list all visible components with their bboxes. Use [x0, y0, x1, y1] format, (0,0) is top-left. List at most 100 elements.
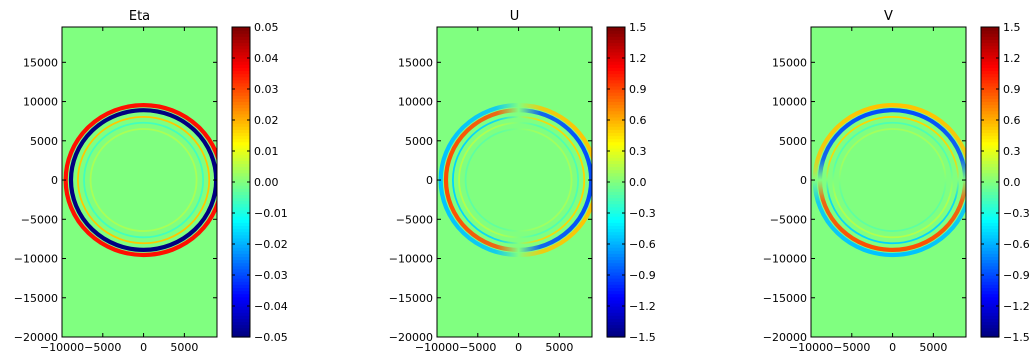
colorbar-band: [232, 216, 250, 220]
colorbar-band: [232, 296, 250, 301]
colorbar-band: [607, 281, 625, 285]
colorbar-band: [607, 144, 625, 149]
colorbar-band: [607, 48, 625, 53]
colorbar-tick-label: 0.0: [629, 176, 647, 189]
colorbar-band: [981, 182, 999, 186]
colorbar-band: [232, 293, 250, 298]
colorbar-band: [607, 92, 625, 96]
colorbar-band: [232, 278, 250, 282]
colorbar-band: [607, 76, 625, 81]
colorbar-band: [607, 116, 625, 121]
colorbar-band: [981, 240, 999, 245]
colorbar-band: [981, 296, 999, 301]
colorbar-band: [981, 39, 999, 44]
colorbar-band: [607, 321, 625, 326]
colorbar-tick-label: 0.02: [254, 114, 279, 127]
colorbar-band: [232, 151, 250, 155]
colorbar-tick-label: 0.01: [254, 145, 279, 158]
colorbar-band: [981, 151, 999, 155]
x-tick-label: −10000: [789, 341, 833, 354]
colorbar-band: [607, 36, 625, 40]
colorbar-band: [981, 197, 999, 202]
colorbar-band: [981, 141, 999, 146]
colorbar-band: [232, 175, 250, 180]
y-tick-label: 5000: [405, 135, 433, 148]
colorbar-band: [232, 135, 250, 140]
colorbar-band: [981, 290, 999, 295]
colorbar-band: [232, 116, 250, 121]
colorbar-band: [981, 327, 999, 332]
heatmap-background: [437, 27, 592, 337]
colorbar-band: [981, 321, 999, 326]
colorbar-tick-label: 0.04: [254, 52, 279, 65]
colorbar-band: [981, 318, 999, 323]
colorbar-band: [232, 120, 250, 124]
colorbar-band: [981, 281, 999, 285]
y-tick-label: −20000: [14, 331, 58, 344]
colorbar-tick-label: 0.05: [254, 21, 279, 34]
colorbar-band: [232, 281, 250, 285]
colorbar-band: [981, 222, 999, 226]
y-tick-label: 15000: [772, 56, 807, 69]
colorbar-band: [607, 132, 625, 137]
colorbar-band: [232, 67, 250, 71]
colorbar-band: [607, 129, 625, 133]
colorbar-band: [981, 330, 999, 335]
colorbar-band: [232, 169, 250, 174]
colorbar-band: [232, 268, 250, 273]
colorbar-band: [981, 132, 999, 137]
colorbar-band: [232, 98, 250, 102]
colorbar-band: [981, 234, 999, 239]
colorbar-band: [232, 231, 250, 236]
colorbar-band: [232, 33, 250, 37]
x-tick-label: 5000: [545, 341, 573, 354]
colorbar-band: [232, 42, 250, 47]
colorbar-band: [981, 200, 999, 205]
colorbar-band: [232, 70, 250, 75]
colorbar-band: [232, 256, 250, 261]
colorbar-band: [607, 135, 625, 140]
colorbar-band: [981, 61, 999, 65]
colorbar-tick-label: −0.3: [629, 207, 656, 220]
y-tick-label: −10000: [763, 253, 807, 266]
x-tick-label: −5000: [459, 341, 496, 354]
colorbar-band: [607, 45, 625, 50]
colorbar-band: [607, 73, 625, 78]
colorbar-band: [607, 216, 625, 220]
colorbar-band: [607, 209, 625, 214]
wave-ring: [452, 115, 586, 245]
colorbar-band: [607, 225, 625, 230]
colorbar-band: [607, 315, 625, 319]
colorbar-band: [981, 123, 999, 127]
colorbar-band: [232, 219, 250, 223]
colorbar-band: [607, 157, 625, 161]
colorbar-band: [232, 45, 250, 50]
wave-ring: [89, 128, 198, 232]
colorbar-band: [232, 213, 250, 217]
y-tick-label: −15000: [14, 292, 58, 305]
colorbar-band: [981, 129, 999, 133]
colorbar-band: [981, 312, 999, 316]
colorbar-band: [981, 309, 999, 313]
colorbar-band: [607, 30, 625, 34]
x-tick-label: 5000: [919, 341, 947, 354]
colorbar-band: [232, 132, 250, 137]
colorbar-band: [232, 160, 250, 164]
colorbar-tick-label: −1.2: [1003, 300, 1030, 313]
colorbar-band: [981, 89, 999, 93]
colorbar-band: [981, 95, 999, 99]
colorbar-band: [981, 58, 999, 62]
colorbar-band: [607, 185, 625, 189]
y-tick-label: −10000: [14, 253, 58, 266]
colorbar-band: [981, 101, 999, 106]
colorbar-band: [607, 237, 625, 242]
colorbar-band: [232, 225, 250, 230]
colorbar-band: [232, 39, 250, 44]
colorbar-band: [981, 42, 999, 47]
colorbar-tick-label: −0.02: [254, 238, 288, 251]
colorbar-band: [232, 250, 250, 254]
colorbar-band: [232, 275, 250, 279]
colorbar-tick-label: 0.3: [629, 145, 647, 158]
colorbar-band: [232, 147, 250, 152]
colorbar-band: [607, 113, 625, 118]
